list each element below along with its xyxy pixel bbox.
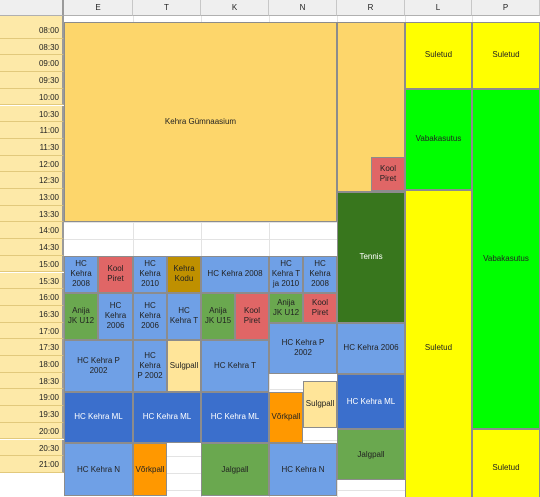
time-label: 20:00 [0, 422, 64, 440]
time-label: 10:30 [0, 105, 64, 123]
column-header-e[interactable]: E [64, 0, 133, 16]
booking-block[interactable]: HC Kehra ML [64, 391, 133, 443]
booking-block[interactable]: Sulgpall [303, 381, 337, 428]
booking-block[interactable]: Vabakasutus [472, 88, 540, 430]
booking-block[interactable]: HC Kehra T ja 2010 [269, 255, 303, 293]
corner-spacer [0, 16, 64, 22]
row-gridline [64, 389, 540, 391]
time-label: 21:00 [0, 456, 64, 473]
time-label: 13:30 [0, 205, 64, 223]
column-header-p[interactable]: P [472, 0, 540, 16]
time-label: 13:00 [0, 189, 64, 206]
time-label: 16:30 [0, 305, 64, 323]
time-label: 08:30 [0, 38, 64, 56]
booking-block[interactable]: HC Kehra 2008 [64, 255, 98, 293]
time-label: 15:00 [0, 255, 64, 273]
column-header-r[interactable]: R [337, 0, 405, 16]
time-label: 14:30 [0, 239, 64, 256]
booking-block[interactable]: Kool Piret [98, 255, 133, 293]
time-label: 14:00 [0, 222, 64, 240]
booking-block[interactable]: HC Kehra P 2002 [269, 323, 337, 374]
booking-block[interactable]: HC Kehra P 2002 [64, 340, 133, 392]
booking-block[interactable]: Jalgpall [337, 429, 405, 480]
booking-block[interactable]: Kool Piret [235, 292, 269, 341]
time-label: 15:30 [0, 272, 64, 290]
time-label: 16:00 [0, 289, 64, 306]
booking-block[interactable]: HC Kehra 2006 [133, 292, 167, 341]
booking-block[interactable]: HC Kehra 2010 [133, 255, 167, 293]
booking-block[interactable]: Suletud [405, 22, 472, 89]
column-header-l[interactable]: L [405, 0, 472, 16]
booking-block[interactable]: Kool Piret [303, 292, 337, 324]
time-label: 20:30 [0, 439, 64, 457]
time-label: 18:00 [0, 356, 64, 373]
booking-block[interactable]: Vabakasutus [405, 88, 472, 190]
time-label: 17:30 [0, 339, 64, 356]
booking-block[interactable]: Kool Piret [371, 157, 405, 191]
booking-block[interactable]: HC Kehra P 2002 [133, 340, 167, 392]
booking-block[interactable]: Suletud [472, 22, 540, 89]
booking-block[interactable]: HC Kehra N [64, 442, 133, 497]
booking-block[interactable]: HC Kehra ML [201, 391, 269, 443]
booking-block[interactable]: Jalgpall [201, 442, 269, 497]
time-label: 09:00 [0, 55, 64, 73]
booking-block[interactable]: Anija JK U12 [64, 292, 98, 341]
time-label: 11:30 [0, 138, 64, 156]
booking-block[interactable]: Võrkpall [269, 391, 303, 443]
booking-block[interactable]: Suletud [472, 429, 540, 497]
booking-block[interactable]: HC Kehra 2006 [337, 323, 405, 374]
booking-block[interactable]: HC Kehra T [167, 292, 201, 341]
time-label: 17:00 [0, 322, 64, 340]
booking-block[interactable]: HC Kehra 2008 [201, 255, 269, 293]
time-label: 12:30 [0, 172, 64, 189]
booking-block[interactable]: Tennis [337, 191, 405, 324]
booking-block[interactable]: HC Kehra ML [337, 373, 405, 430]
booking-block[interactable]: HC Kehra T [201, 340, 269, 392]
time-label: 09:30 [0, 72, 64, 89]
row-gridline [64, 239, 540, 241]
booking-block[interactable]: Anija JK U15 [201, 292, 235, 341]
column-header-k[interactable]: K [201, 0, 269, 16]
time-label: 10:00 [0, 88, 64, 106]
time-label: 19:00 [0, 389, 64, 407]
time-label: 08:00 [0, 22, 64, 39]
booking-block[interactable]: Suletud [405, 189, 472, 497]
select-all-corner[interactable] [0, 0, 64, 16]
booking-block[interactable]: HC Kehra 2008 [303, 255, 337, 293]
booking-block[interactable]: Kehra Kodu [167, 255, 201, 293]
booking-block[interactable]: HC Kehra ML [133, 391, 201, 443]
time-label: 11:00 [0, 122, 64, 139]
booking-block[interactable]: HC Kehra 2006 [98, 292, 133, 341]
row-gridline [64, 222, 540, 224]
booking-block[interactable]: HC Kehra N [269, 442, 337, 497]
time-label: 18:30 [0, 372, 64, 390]
booking-block[interactable]: Anija JK U12 [269, 292, 303, 324]
column-header-t[interactable]: T [133, 0, 201, 16]
time-label: 19:30 [0, 406, 64, 423]
booking-block[interactable]: Kehra Gümnaasium [64, 22, 337, 223]
column-header-n[interactable]: N [269, 0, 337, 16]
booking-block[interactable]: Võrkpall [133, 442, 167, 497]
booking-block[interactable]: Sulgpall [167, 340, 201, 392]
time-label: 12:00 [0, 155, 64, 173]
